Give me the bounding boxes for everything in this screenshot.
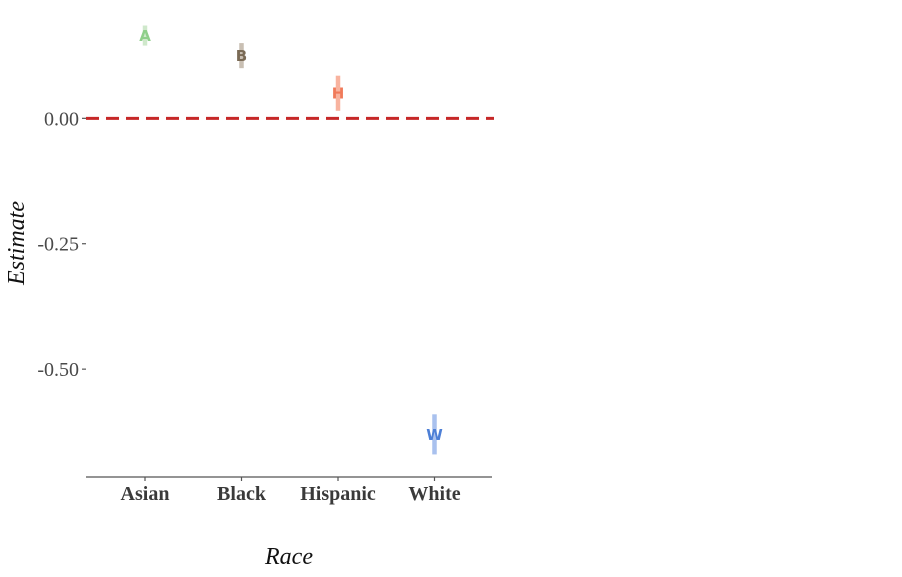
point-marker: B	[236, 47, 247, 65]
point-marker: A	[139, 27, 151, 45]
x-tick-label: Black	[217, 483, 267, 505]
x-tick-label: Hispanic	[300, 483, 376, 505]
y-axis-title: Estimate	[4, 201, 30, 286]
y-tick-label: -0.25	[37, 234, 79, 256]
point-hispanic: H	[332, 75, 345, 111]
x-axis: Asian Black Hispanic White	[121, 477, 461, 505]
y-tick-label: 0.00	[44, 108, 79, 130]
point-black: B	[236, 43, 247, 69]
x-tick-label: White	[408, 483, 460, 505]
y-tick-label: -0.50	[37, 359, 79, 381]
y-axis: 0.00 -0.25 -0.50	[37, 108, 86, 381]
x-tick-label: Asian	[121, 483, 170, 505]
x-axis-title: Race	[264, 544, 313, 570]
plot-area: A B H W	[86, 25, 494, 455]
point-asian: A	[139, 25, 151, 46]
point-marker: H	[332, 85, 345, 103]
point-white: W	[426, 414, 443, 455]
point-marker: W	[426, 426, 443, 444]
